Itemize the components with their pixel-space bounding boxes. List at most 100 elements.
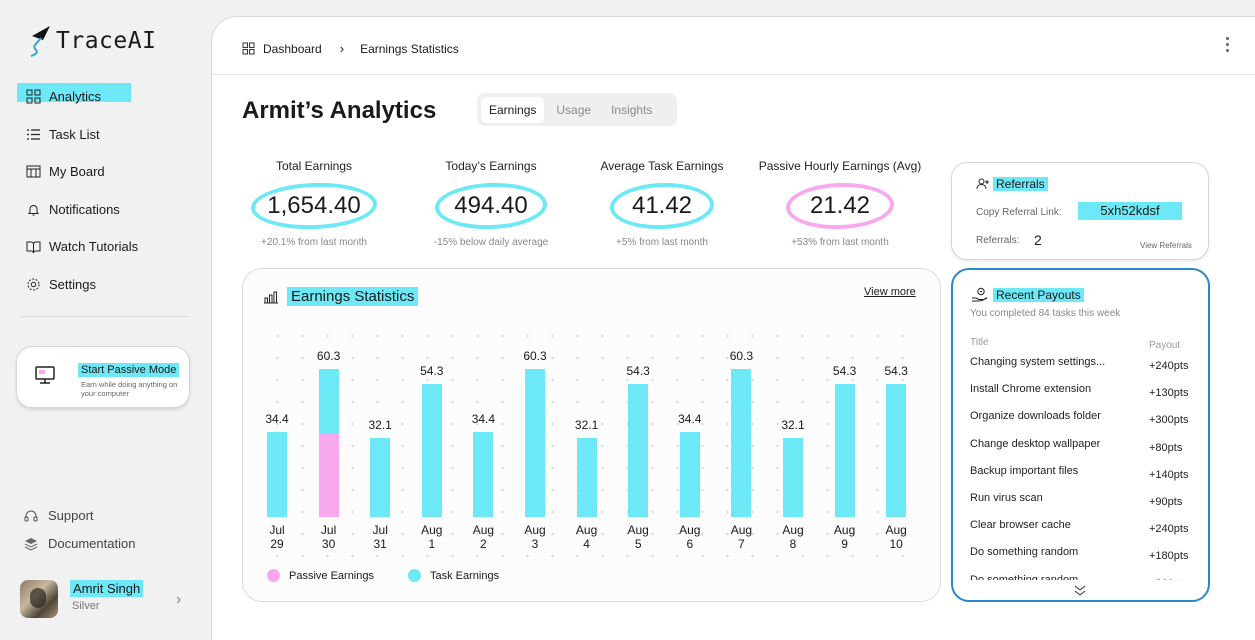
legend-label: Task Earnings bbox=[430, 569, 500, 582]
payout-title: Install Chrome extension bbox=[970, 383, 1092, 396]
x-axis-tick-label: Jul 30 bbox=[309, 523, 349, 551]
sidebar: TraceAI Analytics Task List My Board bbox=[0, 0, 211, 640]
support-link[interactable]: Support bbox=[24, 508, 94, 523]
x-axis-tick-label: Aug 2 bbox=[463, 523, 503, 551]
payout-points: +140pts bbox=[1149, 468, 1189, 481]
chart-bar[interactable] bbox=[318, 368, 339, 517]
payout-row[interactable]: Change desktop wallpaper +80pts bbox=[953, 438, 1208, 465]
chart-bar[interactable] bbox=[421, 383, 442, 517]
payout-row[interactable]: Organize downloads folder +300pts bbox=[953, 410, 1208, 437]
more-options-button[interactable] bbox=[1222, 37, 1232, 55]
chevron-double-down-icon[interactable] bbox=[1073, 584, 1087, 596]
bar-segment-task bbox=[525, 368, 545, 517]
sidebar-item-label: Notifications bbox=[49, 201, 120, 217]
referral-link-label: Copy Referral Link: bbox=[976, 207, 1062, 218]
payout-points: +180pts bbox=[1149, 550, 1189, 563]
x-axis-tick-label: Aug 10 bbox=[876, 523, 916, 551]
payout-row[interactable]: Install Chrome extension +130pts bbox=[953, 383, 1208, 410]
logo[interactable]: TraceAI bbox=[28, 22, 156, 58]
documentation-link[interactable]: Documentation bbox=[24, 536, 135, 551]
sidebar-nav: Analytics Task List My Board Notificatio… bbox=[0, 78, 211, 303]
sidebar-item-analytics[interactable]: Analytics bbox=[0, 78, 211, 116]
bar-segment-task bbox=[731, 368, 752, 517]
tick-day: 9 bbox=[841, 537, 848, 551]
payouts-list[interactable]: Changing system settings... +240pts Instal… bbox=[953, 356, 1208, 580]
chart-bar[interactable] bbox=[886, 383, 907, 517]
tick-day: 4 bbox=[583, 537, 590, 551]
breadcrumb-dashboard[interactable]: Dashboard bbox=[263, 41, 322, 56]
tick-day: 5 bbox=[634, 537, 642, 551]
bar-segment-task bbox=[886, 383, 907, 517]
chart-bar[interactable] bbox=[473, 432, 494, 517]
logo-text: TraceAI bbox=[56, 28, 157, 54]
chart-bar[interactable] bbox=[370, 438, 391, 517]
tick-month: Aug bbox=[472, 523, 495, 537]
chart-bar[interactable] bbox=[525, 368, 545, 517]
chart-header: Earnings Statistics bbox=[263, 287, 419, 306]
bar-value-label: 54.3 bbox=[626, 363, 650, 378]
start-passive-mode-button[interactable]: Start Passive Mode Earn while doing anyt… bbox=[16, 346, 190, 408]
payout-row[interactable]: Changing system settings... +240pts bbox=[953, 356, 1208, 383]
breadcrumb: Dashboard › Earnings Statistics bbox=[242, 41, 459, 56]
sidebar-item-label: Task List bbox=[49, 126, 100, 142]
grid-icon bbox=[242, 42, 255, 55]
payouts-title: Recent Payouts bbox=[993, 288, 1084, 302]
chart-bar[interactable] bbox=[576, 438, 597, 517]
payout-row[interactable]: Run virus scan +90pts bbox=[953, 492, 1208, 519]
sidebar-item-settings[interactable]: Settings bbox=[0, 266, 211, 304]
tick-month: Aug bbox=[627, 523, 649, 537]
x-axis-tick-label: Aug 6 bbox=[670, 523, 710, 551]
tab-earnings[interactable]: Earnings bbox=[481, 96, 545, 123]
legend-task-earnings: Task Earnings bbox=[408, 569, 499, 582]
user-name: Amrit Singh bbox=[70, 580, 144, 597]
bar-value-label: 34.4 bbox=[678, 412, 702, 427]
sidebar-item-my-board[interactable]: My Board bbox=[0, 153, 211, 191]
referral-code[interactable]: 5xh52kdsf bbox=[1078, 202, 1182, 220]
referrals-card: Referrals Copy Referral Link: 5xh52kdsf … bbox=[951, 162, 1209, 260]
payout-row[interactable]: Backup important files +140pts bbox=[953, 465, 1208, 492]
sidebar-item-task-list[interactable]: Task List bbox=[0, 116, 211, 154]
bar-value-label: 54.3 bbox=[832, 363, 857, 378]
tick-month: Aug bbox=[730, 523, 753, 537]
chart-bar[interactable] bbox=[679, 432, 700, 517]
payout-points: +90pts bbox=[1149, 495, 1183, 508]
x-axis-tick-label: Aug 7 bbox=[721, 523, 761, 551]
payout-row[interactable]: Clear browser cache +240pts bbox=[953, 519, 1208, 546]
tick-month: Aug bbox=[575, 523, 598, 537]
chart-bar[interactable] bbox=[783, 438, 803, 517]
legend-label: Passive Earnings bbox=[289, 569, 374, 582]
bar-segment-passive bbox=[318, 433, 339, 517]
sidebar-item-watch-tutorials[interactable]: Watch Tutorials bbox=[0, 228, 211, 266]
user-profile[interactable]: Amrit Singh Silver › bbox=[20, 580, 195, 620]
view-more-link[interactable]: View more bbox=[864, 286, 916, 298]
chart-bar[interactable] bbox=[834, 383, 855, 517]
bar-segment-task bbox=[370, 438, 391, 517]
tab-insights[interactable]: Insights bbox=[611, 102, 653, 117]
sidebar-item-notifications[interactable]: Notifications bbox=[0, 191, 211, 229]
payout-row[interactable]: Do something random +180pts bbox=[953, 546, 1208, 573]
stat-label: Total Earnings bbox=[275, 159, 353, 173]
tab-usage[interactable]: Usage bbox=[556, 102, 592, 117]
stat-sub: +20.1% from last month bbox=[261, 237, 367, 248]
chart-legend: Passive Earnings Task Earnings bbox=[267, 569, 533, 582]
payout-row[interactable]: Do something random +200pts bbox=[953, 574, 1208, 581]
payout-points: +240pts bbox=[1149, 523, 1189, 536]
referrals-header: Referrals bbox=[976, 177, 1048, 191]
stat-sub: -15% below daily average bbox=[433, 237, 549, 248]
page-title: Armit’s Analytics bbox=[242, 97, 437, 124]
view-referrals-link[interactable]: View Referrals bbox=[1140, 241, 1192, 250]
stat-label: Passive Hourly Earnings (Avg) bbox=[758, 159, 922, 173]
chart-title: Earnings Statistics bbox=[287, 287, 419, 306]
x-axis-tick-label: Aug 3 bbox=[515, 523, 555, 551]
chart-bar[interactable] bbox=[267, 432, 287, 517]
gear-icon bbox=[26, 277, 41, 292]
bar-segment-task bbox=[267, 432, 287, 517]
tick-month: Aug bbox=[679, 523, 701, 537]
legend-swatch-passive bbox=[267, 569, 280, 582]
payout-title: Organize downloads folder bbox=[970, 410, 1101, 423]
bar-segment-task bbox=[473, 432, 494, 517]
payout-points: +300pts bbox=[1149, 414, 1189, 427]
tick-day: 3 bbox=[531, 537, 539, 551]
chart-bar[interactable] bbox=[628, 383, 649, 517]
chart-bar[interactable] bbox=[731, 368, 752, 517]
